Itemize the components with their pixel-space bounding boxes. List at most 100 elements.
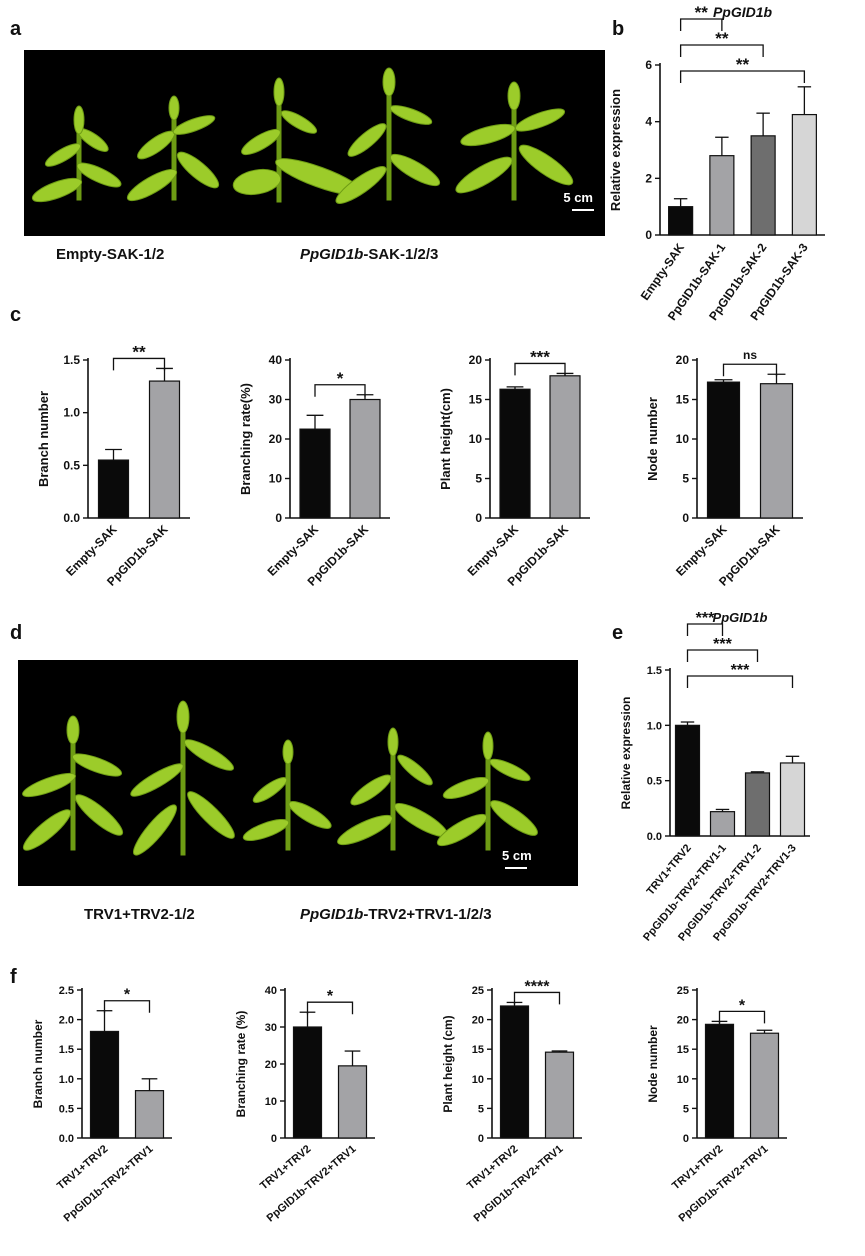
y-axis-label: Branch number xyxy=(31,1019,45,1108)
significance-label: ** xyxy=(715,29,729,48)
bar xyxy=(499,1005,530,1139)
y-tick-label: 15 xyxy=(676,393,690,407)
bar xyxy=(704,1023,735,1139)
y-tick-label: 1.5 xyxy=(59,1044,74,1056)
y-tick-label: 4 xyxy=(645,115,652,129)
significance-bracket xyxy=(112,357,166,371)
y-axis-label: Branching rate (%) xyxy=(234,1011,248,1118)
x-tick-label: PpGID1b-TRV2+TRV1 xyxy=(677,1143,771,1224)
significance-bracket xyxy=(103,1000,151,1013)
significance-bracket xyxy=(686,675,794,688)
significance-bracket xyxy=(513,991,561,1005)
y-tick-label: 0.5 xyxy=(647,776,662,788)
bar xyxy=(750,135,776,236)
plant-photo-sak-image xyxy=(31,67,594,211)
significance-bracket xyxy=(718,1010,766,1024)
bar xyxy=(779,762,806,837)
chart-title: PpGID1b xyxy=(713,610,768,625)
x-tick-label: PpGID1b-TRV2+TRV1 xyxy=(62,1143,156,1224)
bar xyxy=(709,811,736,837)
significance-label: ** xyxy=(132,342,146,361)
significance-bracket xyxy=(679,44,764,57)
y-tick-label: 15 xyxy=(469,393,483,407)
caption-trv-control: TRV1+TRV2-1/2 xyxy=(84,906,195,923)
significance-label: *** xyxy=(731,662,750,679)
bar xyxy=(299,428,331,519)
bar xyxy=(134,1090,165,1139)
significance-label: **** xyxy=(525,978,551,995)
panel-letter-d: d xyxy=(10,622,23,644)
plant-photo-trv-image xyxy=(22,700,538,869)
plant-photo-sak: 5 cm xyxy=(24,50,605,236)
bar xyxy=(709,155,735,236)
y-tick-label: 25 xyxy=(677,985,689,997)
y-tick-label: 6 xyxy=(645,58,652,72)
y-axis-label: Node number xyxy=(646,1025,660,1103)
bar xyxy=(749,1032,780,1139)
significance-label: ** xyxy=(695,3,709,22)
panel-letter-b: b xyxy=(612,18,625,40)
significance-bracket xyxy=(314,384,366,397)
bar xyxy=(791,113,817,236)
y-tick-label: 0 xyxy=(683,1133,689,1145)
y-tick-label: 30 xyxy=(265,1022,277,1034)
y-tick-label: 5 xyxy=(478,1103,484,1115)
bar xyxy=(759,383,794,519)
y-axis-label: Node number xyxy=(645,397,660,481)
panel-letter-e: e xyxy=(612,622,624,644)
y-tick-label: 30 xyxy=(269,393,283,407)
significance-label: * xyxy=(337,369,344,388)
y-tick-label: 20 xyxy=(269,432,283,446)
y-axis-label: Plant height (cm) xyxy=(441,1015,455,1112)
caption-ppgid1b-sak: PpGID1b-SAK-1/2/3 xyxy=(300,246,438,263)
significance-label: * xyxy=(124,987,131,1004)
y-axis-label: Plant height(cm) xyxy=(438,388,453,490)
panel-letter-a: a xyxy=(10,18,22,40)
y-tick-label: 0.5 xyxy=(59,1103,74,1115)
y-tick-label: 15 xyxy=(677,1044,689,1056)
bar xyxy=(97,459,130,519)
y-tick-label: 25 xyxy=(472,985,484,997)
chart-title: PpGID1b xyxy=(713,4,773,20)
significance-bracket xyxy=(514,362,566,376)
y-tick-label: 0 xyxy=(682,511,689,525)
y-tick-label: 20 xyxy=(265,1059,277,1071)
y-tick-label: 0 xyxy=(478,1133,484,1145)
bar xyxy=(337,1065,368,1139)
bar xyxy=(674,724,701,837)
caption-construct: -SAK-1/2/3 xyxy=(363,246,439,263)
bar xyxy=(292,1026,323,1139)
y-axis-label: Branching rate(%) xyxy=(238,383,253,495)
y-tick-label: 5 xyxy=(683,1103,689,1115)
y-tick-label: 5 xyxy=(682,472,689,486)
y-tick-label: 0 xyxy=(275,511,282,525)
bar xyxy=(544,1051,575,1139)
plant-photo-trv: 5 cm xyxy=(18,660,578,886)
significance-label: ns xyxy=(743,348,757,362)
caption-empty-sak: Empty-SAK-1/2 xyxy=(56,246,165,263)
x-tick-label: Empty-SAK xyxy=(673,522,730,579)
significance-label: *** xyxy=(696,610,715,627)
y-axis-label: Relative expression xyxy=(619,697,633,810)
y-tick-label: 20 xyxy=(677,1015,689,1027)
y-tick-label: 15 xyxy=(472,1044,484,1056)
significance-bracket xyxy=(679,18,723,31)
y-tick-label: 0 xyxy=(645,228,652,242)
y-tick-label: 0 xyxy=(271,1133,277,1145)
bar xyxy=(744,772,771,837)
significance-bracket xyxy=(722,363,778,377)
caption-construct: -TRV2+TRV1-1/2/3 xyxy=(363,906,492,923)
y-tick-label: 1.5 xyxy=(63,353,80,367)
y-tick-label: 2 xyxy=(645,171,652,185)
significance-label: * xyxy=(739,997,746,1014)
significance-bracket xyxy=(686,623,724,636)
bar xyxy=(706,381,741,519)
